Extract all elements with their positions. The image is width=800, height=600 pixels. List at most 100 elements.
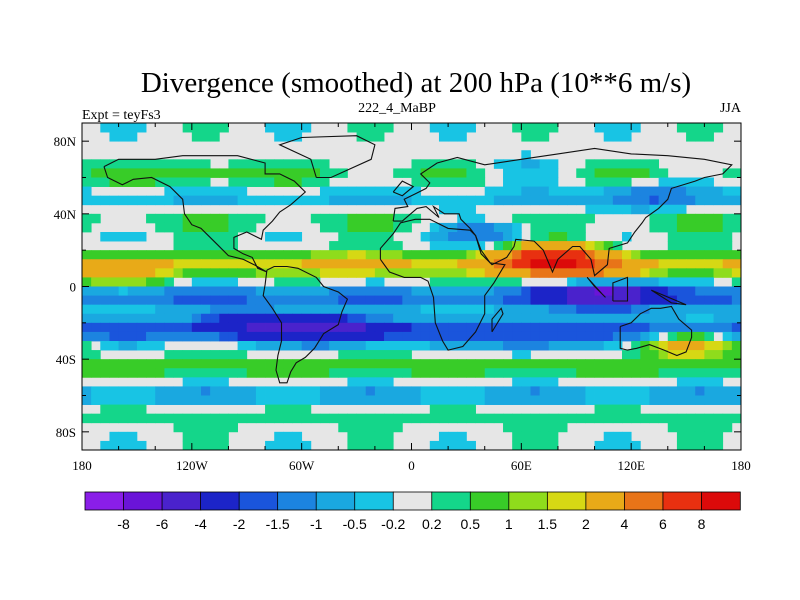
field-cell [356, 286, 367, 296]
field-cell [329, 359, 339, 369]
field-cell [384, 186, 394, 197]
field-cell [347, 259, 357, 269]
field-cell [374, 132, 385, 142]
field-cell [631, 404, 641, 415]
field-cell [384, 395, 394, 405]
field-cell [329, 395, 339, 405]
field-cell [182, 295, 193, 306]
field-cell [109, 295, 120, 306]
field-cell [493, 322, 504, 333]
field-cell [237, 413, 248, 424]
field-cell [594, 186, 605, 197]
field-cell [429, 277, 440, 287]
field-cell [246, 313, 257, 324]
field-cell [622, 386, 632, 396]
y-tick-label: 80N [54, 134, 77, 149]
field-cell [228, 313, 238, 324]
x-tick-label: 120W [176, 458, 209, 473]
field-cell [283, 395, 293, 405]
field-cell [255, 386, 266, 396]
field-cell [603, 313, 614, 324]
field-cell [548, 331, 559, 342]
field-cell [521, 250, 531, 260]
field-cell [493, 295, 504, 306]
field-cell [319, 168, 330, 178]
field-cell [265, 413, 275, 424]
field-cell [100, 286, 110, 296]
field-cell [631, 386, 641, 396]
field-cell [576, 232, 586, 242]
field-cell [640, 286, 650, 296]
field-cell [127, 259, 138, 269]
field-cell [319, 395, 330, 405]
field-cell [310, 413, 321, 424]
field-cell [246, 304, 257, 315]
field-cell [82, 350, 92, 360]
field-cell [411, 159, 422, 169]
field-cell [146, 286, 156, 296]
field-cell [576, 222, 586, 233]
colorbar-label: 1.5 [538, 516, 558, 532]
field-cell [667, 395, 678, 405]
field-cell [219, 322, 229, 333]
field-cell [438, 177, 449, 187]
field-cell [200, 222, 211, 233]
field-cell [91, 250, 101, 260]
field-cell [411, 368, 422, 378]
field-cell [713, 413, 724, 424]
field-cell [438, 368, 449, 378]
coastline-11 [392, 180, 415, 197]
field-cell [356, 368, 367, 378]
field-cell [622, 304, 632, 315]
field-cell [384, 440, 394, 451]
field-cell [512, 431, 522, 442]
field-cell [466, 313, 476, 324]
field-cell [622, 259, 632, 269]
field-cell [338, 168, 348, 178]
field-cell [493, 368, 504, 378]
field-cell [338, 241, 348, 251]
field-cell [100, 395, 110, 405]
field-cell [255, 195, 266, 206]
field-cell [374, 222, 385, 233]
field-cell [237, 186, 248, 197]
field-cell [411, 286, 422, 296]
field-cell [530, 123, 541, 133]
field-cell [530, 268, 541, 278]
field-cell [374, 232, 385, 242]
field-cell [429, 250, 440, 260]
field-cell [384, 313, 394, 324]
field-cell [329, 213, 339, 224]
field-cell [557, 341, 568, 351]
field-cell [155, 259, 165, 269]
field-cell [429, 359, 440, 369]
field-cell [136, 168, 147, 178]
field-cell [530, 359, 541, 369]
field-cell [301, 123, 312, 133]
field-cell [292, 322, 303, 333]
field-cell [704, 341, 714, 351]
field-cell [109, 331, 120, 342]
field-cell [640, 413, 650, 424]
field-cell [603, 204, 614, 215]
field-cell [713, 350, 724, 360]
field-cell [420, 168, 431, 178]
field-cell [457, 359, 467, 369]
field-cell [539, 422, 550, 433]
field-cell [594, 177, 605, 187]
field-cell [521, 395, 531, 405]
colorbar-swatch [123, 491, 163, 511]
field-cell [118, 277, 129, 287]
field-cell [100, 322, 110, 333]
field-cell [503, 268, 513, 278]
field-cell [457, 277, 467, 287]
field-cell [484, 322, 495, 333]
field-cell [210, 395, 220, 405]
field-cell [466, 413, 476, 424]
field-cell [255, 413, 266, 424]
field-cell [557, 286, 568, 296]
field-cell [310, 277, 321, 287]
field-cell [292, 359, 303, 369]
field-cell [695, 186, 705, 197]
field-cell [265, 322, 275, 333]
